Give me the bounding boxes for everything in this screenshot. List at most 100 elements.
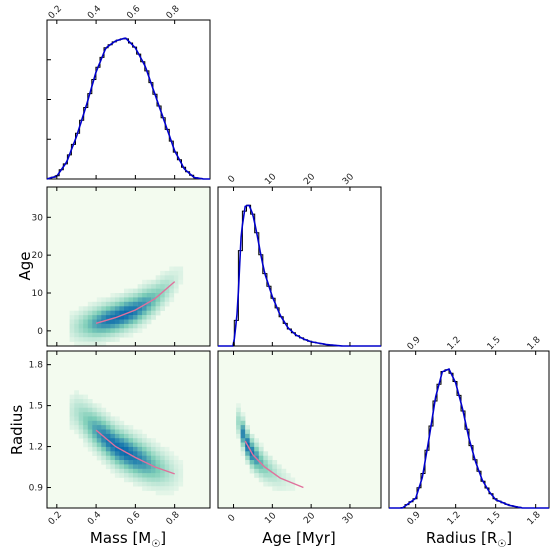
density-cell [105,323,111,329]
x-tick-label: 0.9 [406,335,423,352]
density-cell [160,460,165,465]
density-cell [114,337,120,342]
density-cell [110,319,116,325]
density-cell [110,446,116,452]
density-cell [92,442,98,448]
density-cell [114,464,120,470]
density-contour-line [244,440,304,489]
density-cell [137,433,143,439]
density-cell [78,429,84,435]
density-cell [74,310,79,316]
density-cell [92,429,98,435]
x-tick-label: 0.4 [86,510,103,527]
panel-frame [388,350,550,509]
density-cell [263,455,269,461]
density-contour-line [95,281,176,324]
density-cell [124,297,129,303]
density-cell [137,464,143,470]
density-cell [87,332,93,338]
density-cell [92,420,98,426]
density-cell [96,442,102,448]
density-cell [169,477,175,483]
density-cell [83,310,88,316]
density-cell [69,416,75,422]
density-cell [285,477,291,483]
density-cell [128,306,134,311]
density-cell [267,481,273,487]
density-cell [119,460,125,465]
density-cell [142,446,147,452]
density-cell [92,433,98,439]
density-cell [128,464,134,470]
density-cell [83,399,88,404]
x-axis-label-age: Age [Myr] [262,529,335,547]
density-cell [92,403,98,408]
density-cell [146,315,152,320]
density-cell [69,319,75,325]
density-cell [74,407,79,413]
density-cell [101,429,107,435]
density-cell [110,297,116,303]
density-cell [142,315,147,320]
density-cell [236,407,241,413]
y-tick-label: 10 [32,289,44,299]
density-cell [164,464,170,470]
density-cell [236,403,241,408]
density-cell [137,310,143,316]
density-cell [105,416,111,422]
density-cell [151,451,156,456]
density-cell [124,451,129,456]
density-cell [137,284,143,289]
density-cell [173,270,179,276]
density-cell [87,412,93,417]
density-cell [83,328,88,333]
density-cell [160,451,165,456]
histogram-smooth-line [218,204,381,347]
density-cell [124,332,129,338]
density-cell [92,407,98,413]
radius-histogram-panel [388,350,550,509]
density-cell [105,328,111,333]
density-cell [137,442,143,448]
density-cell [92,301,98,307]
density-cell [96,420,102,426]
density-cell [142,306,147,311]
density-cell [155,486,161,491]
density-cell [96,306,102,311]
density-cell [124,293,129,298]
density-cell [74,328,79,333]
density-cell [105,306,111,311]
density-cell [173,477,179,483]
density-cell [78,306,84,311]
density-cell [69,310,75,316]
density-cell [101,310,107,316]
density-cell [69,337,75,342]
density-cell [164,297,170,303]
density-cell [240,442,246,448]
density-cell [96,455,102,461]
density-cell [83,306,88,311]
density-cell [151,301,156,307]
density-cell [249,468,255,474]
density-cell [160,490,165,496]
density-cell [267,477,273,483]
density-cell [119,323,125,329]
density-cell [114,425,120,430]
density-cell [164,455,170,461]
density-cell [146,455,152,461]
panel-frame [217,350,382,509]
density-cell [133,433,138,439]
density-cell [254,438,259,443]
density-cell [78,337,84,342]
density-cell [164,481,170,487]
density-cell [78,310,84,316]
density-cell [87,438,93,443]
density-cell [105,464,111,470]
density-cell [124,433,129,439]
density-cell [110,301,116,307]
density-cell [87,306,93,311]
panel-frame [217,186,382,347]
density-cell [272,477,278,483]
density-cell [178,275,184,280]
